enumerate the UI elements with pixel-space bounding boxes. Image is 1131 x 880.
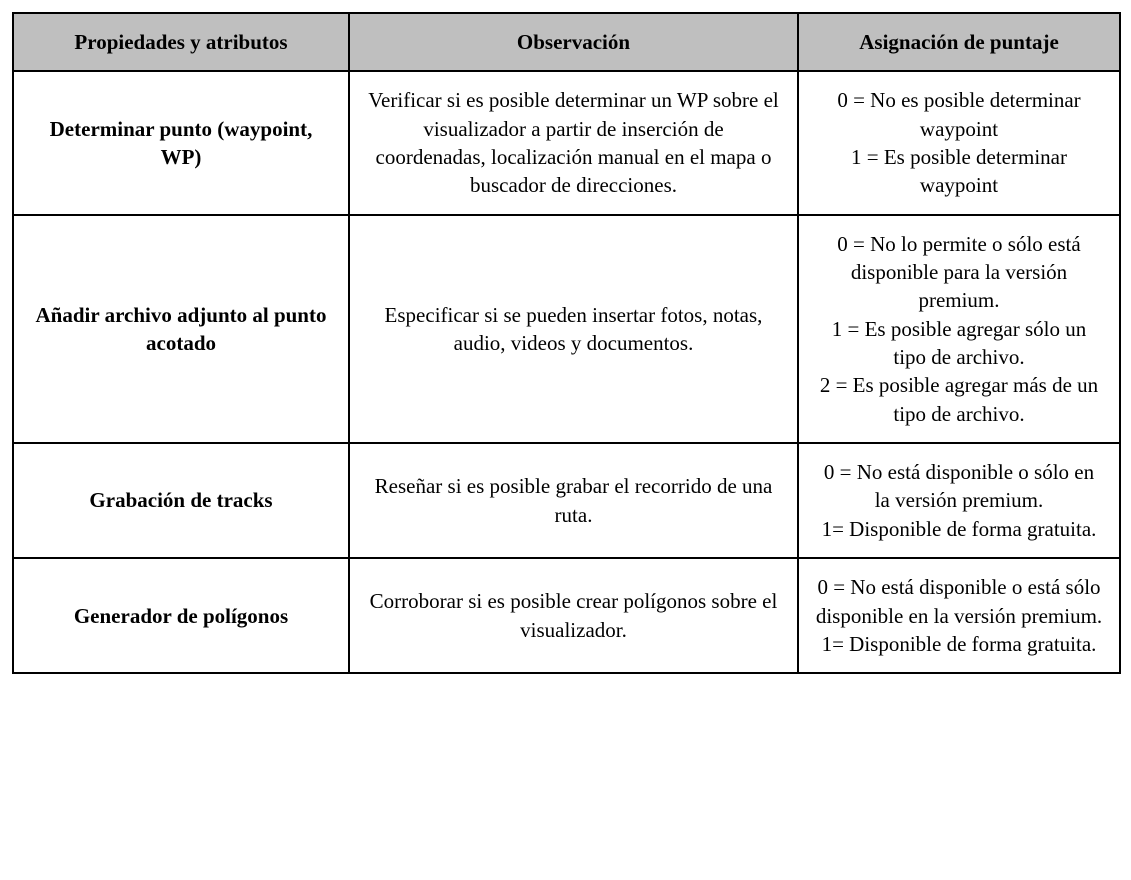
cell-propiedad: Grabación de tracks: [13, 443, 349, 558]
properties-table: Propiedades y atributos Observación Asig…: [12, 12, 1121, 674]
cell-propiedad: Añadir archivo adjunto al punto acotado: [13, 215, 349, 443]
table-row: Añadir archivo adjunto al punto acotado …: [13, 215, 1120, 443]
cell-propiedad: Determinar punto (waypoint, WP): [13, 71, 349, 214]
table-row: Generador de polígonos Corroborar si es …: [13, 558, 1120, 673]
table-row: Grabación de tracks Reseñar si es posibl…: [13, 443, 1120, 558]
cell-puntaje: 0 = No lo permite o sólo está disponible…: [798, 215, 1120, 443]
cell-observacion: Verificar si es posible determinar un WP…: [349, 71, 798, 214]
cell-puntaje: 0 = No está disponible o sólo en la vers…: [798, 443, 1120, 558]
header-observacion: Observación: [349, 13, 798, 71]
table-header-row: Propiedades y atributos Observación Asig…: [13, 13, 1120, 71]
cell-propiedad: Generador de polígonos: [13, 558, 349, 673]
cell-puntaje: 0 = No está disponible o está sólo dispo…: [798, 558, 1120, 673]
cell-observacion: Reseñar si es posible grabar el recorrid…: [349, 443, 798, 558]
cell-observacion: Especificar si se pueden insertar fotos,…: [349, 215, 798, 443]
table-row: Determinar punto (waypoint, WP) Verifica…: [13, 71, 1120, 214]
cell-puntaje: 0 = No es posible determinar waypoint 1 …: [798, 71, 1120, 214]
cell-observacion: Corroborar si es posible crear polígonos…: [349, 558, 798, 673]
header-puntaje: Asignación de puntaje: [798, 13, 1120, 71]
header-propiedades: Propiedades y atributos: [13, 13, 349, 71]
